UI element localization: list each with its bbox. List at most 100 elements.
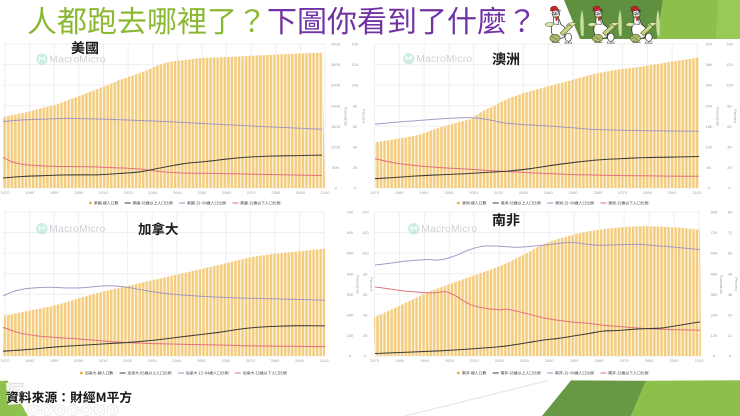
svg-text:20: 20 <box>363 333 368 338</box>
svg-text:2030: 2030 <box>519 190 529 195</box>
svg-text:0: 0 <box>729 354 732 359</box>
svg-text:2000: 2000 <box>74 190 84 195</box>
svg-text:2030: 2030 <box>520 358 530 363</box>
svg-text:60K: 60K <box>346 230 353 235</box>
svg-text:80: 80 <box>363 271 368 276</box>
svg-text:20: 20 <box>727 165 732 170</box>
svg-text:18K: 18K <box>705 124 712 129</box>
svg-text:0: 0 <box>349 354 352 359</box>
svg-text:48K: 48K <box>710 271 717 276</box>
svg-text:2010: 2010 <box>470 358 480 363</box>
svg-text:48: 48 <box>728 271 733 276</box>
svg-text:2040: 2040 <box>173 190 183 195</box>
svg-text:36K: 36K <box>705 62 712 67</box>
svg-text:Thousands: Thousands <box>356 274 361 294</box>
svg-text:1980: 1980 <box>395 358 405 363</box>
svg-text:30K: 30K <box>346 292 353 297</box>
svg-text:120: 120 <box>362 230 369 235</box>
svg-text:84: 84 <box>728 210 733 215</box>
svg-text:120K: 120K <box>331 145 341 150</box>
svg-text:180K: 180K <box>331 124 341 129</box>
svg-text:1970: 1970 <box>1 190 11 195</box>
svg-text:2050: 2050 <box>197 358 207 363</box>
svg-text:80: 80 <box>353 103 358 108</box>
svg-text:60: 60 <box>728 251 733 256</box>
svg-text:2100: 2100 <box>321 190 331 195</box>
svg-text:360K: 360K <box>331 62 341 67</box>
svg-text:1980: 1980 <box>25 190 35 195</box>
svg-text:1970: 1970 <box>370 358 380 363</box>
svg-text:Thousands: Thousands <box>344 106 349 126</box>
svg-text:1990: 1990 <box>50 358 60 363</box>
svg-text:2070: 2070 <box>618 190 628 195</box>
svg-text:2060: 2060 <box>595 358 605 363</box>
svg-text:2090: 2090 <box>295 358 305 363</box>
svg-text:2050: 2050 <box>570 358 580 363</box>
svg-text:1970: 1970 <box>370 190 380 195</box>
svg-text:2090: 2090 <box>296 190 306 195</box>
svg-text:42K: 42K <box>705 42 712 47</box>
svg-text:40K: 40K <box>346 271 353 276</box>
svg-text:2040: 2040 <box>544 190 554 195</box>
svg-text:2080: 2080 <box>271 190 281 195</box>
svg-text:2020: 2020 <box>123 358 133 363</box>
svg-text:100: 100 <box>352 83 359 88</box>
svg-text:2090: 2090 <box>668 190 678 195</box>
svg-text:2010: 2010 <box>469 190 479 195</box>
svg-text:10K: 10K <box>346 333 353 338</box>
svg-text:MacroMicro: MacroMicro <box>49 224 105 235</box>
svg-text:2010: 2010 <box>99 190 109 195</box>
svg-text:36K: 36K <box>710 292 717 297</box>
svg-text:0: 0 <box>354 186 357 191</box>
svg-text:72K: 72K <box>710 230 717 235</box>
svg-text:120: 120 <box>726 62 733 67</box>
svg-text:2070: 2070 <box>247 190 257 195</box>
svg-text:60K: 60K <box>710 251 717 256</box>
svg-text:40: 40 <box>353 145 358 150</box>
svg-text:40: 40 <box>363 313 368 318</box>
svg-text:240K: 240K <box>331 103 341 108</box>
svg-text:2080: 2080 <box>643 190 653 195</box>
svg-text:30K: 30K <box>705 83 712 88</box>
svg-text:84K: 84K <box>710 210 717 215</box>
svg-text:2100: 2100 <box>695 358 705 363</box>
svg-text:2060: 2060 <box>221 358 231 363</box>
svg-text:2030: 2030 <box>148 358 158 363</box>
svg-text:2000: 2000 <box>74 358 84 363</box>
svg-text:Percent: Percent <box>362 109 367 124</box>
svg-text:24: 24 <box>728 313 733 318</box>
svg-text:12K: 12K <box>710 333 717 338</box>
svg-text:140: 140 <box>352 42 359 47</box>
svg-text:0: 0 <box>335 186 338 191</box>
svg-text:2020: 2020 <box>495 358 505 363</box>
svg-text:1970: 1970 <box>1 358 11 363</box>
svg-text:6K: 6K <box>707 165 712 170</box>
svg-text:300K: 300K <box>331 83 341 88</box>
svg-text:2080: 2080 <box>645 358 655 363</box>
svg-text:0: 0 <box>364 354 367 359</box>
svg-text:0: 0 <box>713 354 716 359</box>
svg-text:100: 100 <box>726 83 733 88</box>
svg-text:70K: 70K <box>346 210 353 215</box>
svg-text:2050: 2050 <box>197 190 207 195</box>
svg-text:24K: 24K <box>705 103 712 108</box>
svg-text:0: 0 <box>728 186 731 191</box>
svg-text:2000: 2000 <box>444 190 454 195</box>
svg-text:20K: 20K <box>346 313 353 318</box>
svg-text:12K: 12K <box>705 145 712 150</box>
svg-text:1990: 1990 <box>50 190 60 195</box>
svg-text:2070: 2070 <box>620 358 630 363</box>
svg-text:140: 140 <box>726 42 733 47</box>
svg-text:36: 36 <box>728 292 733 297</box>
svg-text:2020: 2020 <box>124 190 134 195</box>
svg-text:72: 72 <box>728 230 733 235</box>
svg-text:1990: 1990 <box>420 358 430 363</box>
svg-text:2080: 2080 <box>270 358 280 363</box>
svg-text:2010: 2010 <box>99 358 109 363</box>
svg-text:Thousands: Thousands <box>719 274 724 294</box>
svg-text:24K: 24K <box>710 313 717 318</box>
svg-text:60K: 60K <box>332 165 339 170</box>
svg-text:MacroMicro: MacroMicro <box>421 224 477 235</box>
svg-text:2070: 2070 <box>246 358 256 363</box>
svg-text:20: 20 <box>353 165 358 170</box>
